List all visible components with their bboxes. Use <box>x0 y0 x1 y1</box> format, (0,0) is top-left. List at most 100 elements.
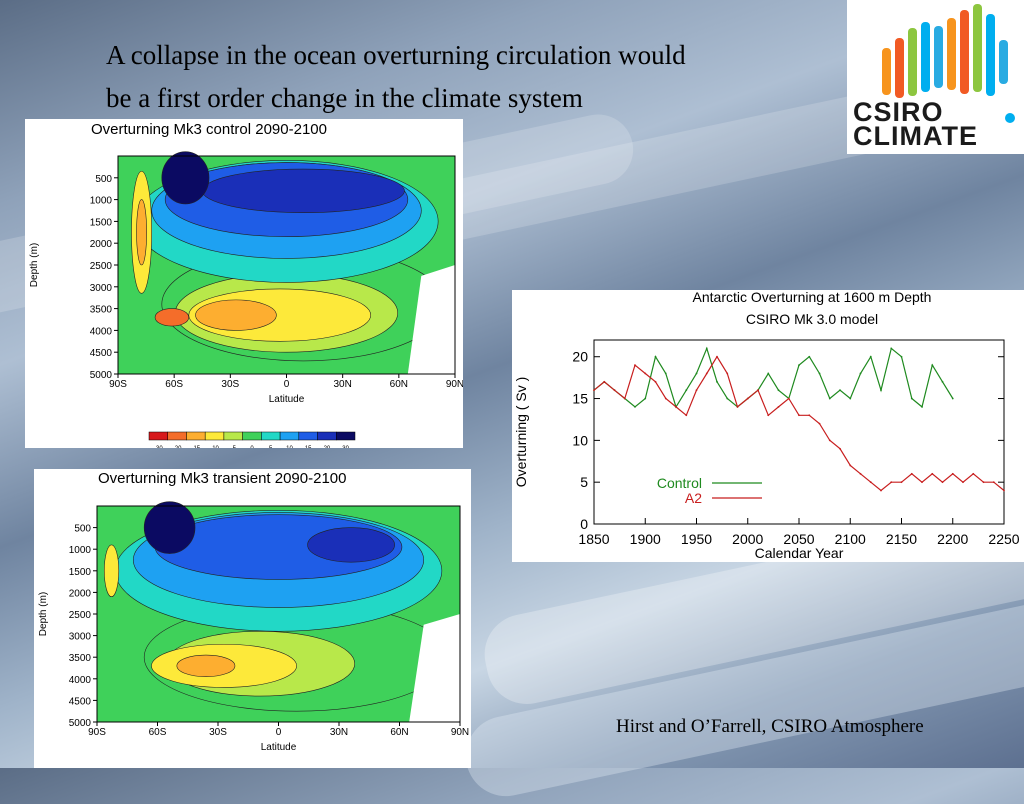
slide-title-line-1: A collapse in the ocean overturning circ… <box>106 40 686 70</box>
colorbar-tick-label: 30 <box>342 446 349 448</box>
data-point <box>972 472 975 475</box>
x-tick-label: 30S <box>209 727 227 738</box>
y-tick-label: 1500 <box>90 217 113 228</box>
logo-line-climate: CLIMATE <box>853 121 978 151</box>
contour-region <box>136 199 147 266</box>
data-point <box>726 397 729 400</box>
data-point <box>757 389 759 392</box>
data-point <box>890 481 893 484</box>
x-tick-label: 2050 <box>783 531 814 547</box>
x-tick-label: 1950 <box>681 531 712 547</box>
y-tick-label: 15 <box>572 391 588 407</box>
y-tick-label: 20 <box>572 349 588 365</box>
data-point <box>798 414 800 417</box>
logo-stripe <box>882 48 891 95</box>
y-tick-label: 3000 <box>90 283 113 294</box>
y-tick-label: 4000 <box>69 675 92 686</box>
control-overturning-panel: Overturning Mk3 control 2090-2100 500 1000… <box>25 119 464 452</box>
data-point <box>777 389 780 392</box>
x-axis-label: Calendar Year <box>755 545 844 561</box>
colorbar-tick-label: 10 <box>286 446 293 448</box>
data-point <box>654 380 657 383</box>
x-tick-label: 0 <box>284 379 290 390</box>
credit-text: Hirst and O’Farrell, CSIRO Atmosphere <box>616 716 924 737</box>
logo-stripe <box>999 40 1008 84</box>
data-point <box>798 364 800 366</box>
y-tick-label: 0 <box>580 516 588 532</box>
data-point <box>767 372 770 375</box>
data-point <box>808 355 811 358</box>
data-point <box>839 389 841 392</box>
data-point <box>931 472 934 475</box>
colorbar-tick-label: 0 <box>250 446 254 448</box>
colorbar-swatch <box>261 431 281 441</box>
y-tick-label: 5000 <box>69 718 92 729</box>
contour-region <box>143 501 196 554</box>
colorbar-swatch <box>317 431 337 441</box>
y-tick-label: 5000 <box>90 370 113 381</box>
chart-title: Antarctic Overturning at 1600 m Depth <box>693 290 932 305</box>
x-tick-label: 2100 <box>835 531 866 547</box>
data-point <box>910 397 913 400</box>
logo-stripe <box>921 22 930 92</box>
chart-title: Overturning Mk3 control 2090-2100 <box>91 121 327 138</box>
data-point <box>695 389 698 392</box>
y-tick-label: 2000 <box>90 239 113 250</box>
slide-title-line-2: be a first order change in the climate s… <box>106 83 583 113</box>
data-point <box>951 472 954 475</box>
data-point <box>818 372 821 375</box>
data-point <box>736 406 739 408</box>
x-tick-label: 90S <box>88 727 106 738</box>
logo-tasmania-dot <box>1005 113 1015 123</box>
x-tick-label: 1850 <box>578 531 609 547</box>
contour-region <box>176 654 236 677</box>
contour-region <box>161 151 210 205</box>
colorbar-swatch <box>204 431 225 441</box>
series-line-control <box>593 346 954 409</box>
y-tick-label: 10 <box>572 432 588 448</box>
data-point <box>623 397 626 400</box>
colorbar-tick-label: -30 <box>154 446 163 448</box>
data-point <box>603 380 606 383</box>
colorbar-tick-label: -20 <box>173 446 182 448</box>
plot-frame <box>593 339 1005 525</box>
data-point <box>613 389 616 392</box>
data-point <box>828 397 831 400</box>
colorbar-swatch <box>167 431 187 441</box>
colorbar-swatch <box>279 431 300 441</box>
data-point <box>685 389 688 392</box>
y-tick-label: 1000 <box>90 196 113 207</box>
x-tick-label: 60S <box>165 379 183 390</box>
colorbar-swatch <box>186 431 206 441</box>
data-point <box>675 406 677 408</box>
x-tick-label: 2150 <box>886 531 917 547</box>
data-point <box>962 481 964 484</box>
data-point <box>859 372 862 375</box>
australia-stripes-icon <box>882 4 1015 123</box>
no-data-region <box>409 614 460 722</box>
y-tick-label: 1000 <box>69 545 92 556</box>
data-point <box>654 355 657 358</box>
y-tick-label: 500 <box>95 174 112 185</box>
data-point <box>767 414 770 417</box>
data-point <box>921 481 923 484</box>
y-tick-label: 4500 <box>69 696 92 707</box>
data-point <box>839 447 841 450</box>
x-tick-label: 1900 <box>630 531 661 547</box>
x-tick-label: 0 <box>276 727 282 738</box>
contour-region <box>103 544 120 598</box>
transient-overturning-chart: Overturning Mk3 transient 2090-2100 500 10… <box>38 470 469 753</box>
data-point <box>705 347 708 350</box>
x-tick-label: 30N <box>333 379 351 390</box>
y-tick-label: 5 <box>580 474 588 490</box>
x-axis-label: Latitude <box>261 742 297 753</box>
x-tick-label: 60N <box>390 379 408 390</box>
data-point <box>992 481 995 484</box>
data-point <box>1003 489 1005 492</box>
x-axis-label: Latitude <box>269 394 305 405</box>
data-point <box>880 389 882 392</box>
data-point <box>818 422 821 425</box>
x-tick-label: 90S <box>109 379 127 390</box>
data-point <box>849 464 852 467</box>
x-tick-label: 30S <box>221 379 239 390</box>
